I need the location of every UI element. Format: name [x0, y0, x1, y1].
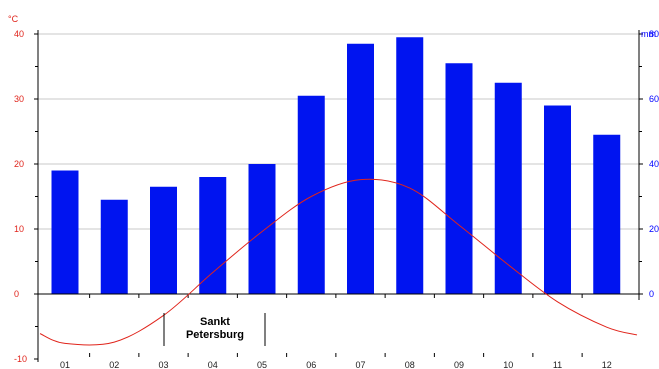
month-tick-label: 05: [257, 360, 267, 369]
precipitation-bars: [51, 37, 621, 294]
left-axis-tick-label: 20: [14, 159, 24, 169]
right-axis-ticks: 80 60 40 20 0: [639, 29, 659, 299]
precipitation-bar: [150, 186, 177, 294]
left-axis-unit: °C: [8, 14, 19, 24]
precipitation-bar: [396, 37, 424, 294]
month-tick-label: 06: [306, 360, 316, 369]
precipitation-bar: [297, 95, 325, 294]
left-axis-tick-label: 0: [14, 289, 19, 299]
month-tick-label: 10: [503, 360, 513, 369]
right-axis-tick-label: 40: [649, 159, 659, 169]
month-tick-label: 12: [602, 360, 612, 369]
city-annotation: Sankt Petersburg: [163, 313, 266, 346]
right-axis-tick-label: 20: [649, 224, 659, 234]
city-label-line2: Petersburg: [186, 329, 244, 341]
precipitation-bar: [248, 164, 276, 294]
left-axis-tick-label: 30: [14, 94, 24, 104]
city-label-line1: Sankt: [200, 316, 230, 328]
month-tick-label: 08: [405, 360, 415, 369]
left-axis-tick-label: -10: [14, 354, 27, 364]
precipitation-bar: [100, 199, 128, 294]
precipitation-bar: [544, 105, 571, 294]
right-axis-tick-label: 60: [649, 94, 659, 104]
precipitation-bar: [347, 43, 374, 294]
right-axis-unit: mm: [641, 29, 656, 39]
month-tick-label: 04: [208, 360, 218, 369]
temperature-line: [39, 178, 638, 346]
left-axis-tick-label: 40: [14, 29, 24, 39]
month-axis-ticks: 01 02 03 04 05 06 07 08 09 10 11 12: [60, 294, 612, 369]
month-tick-label: 03: [158, 360, 168, 369]
left-axis-tick-label: 10: [14, 224, 24, 234]
precipitation-bar: [593, 134, 621, 294]
right-axis-tick-label: 0: [649, 289, 654, 299]
precipitation-bar: [51, 170, 79, 294]
month-tick-label: 02: [109, 360, 119, 369]
month-tick-label: 01: [60, 360, 70, 369]
precipitation-bar: [494, 82, 522, 294]
left-axis-ticks: 40 30 20 10 0 -10: [14, 29, 38, 364]
grid-lines: [38, 33, 639, 230]
right-axis-tick-label: 80: [649, 29, 659, 39]
precipitation-bar: [445, 63, 473, 294]
month-tick-label: 07: [355, 360, 365, 369]
precipitation-bar: [199, 177, 227, 294]
month-tick-label: 09: [454, 360, 464, 369]
month-tick-label: 11: [553, 360, 562, 369]
